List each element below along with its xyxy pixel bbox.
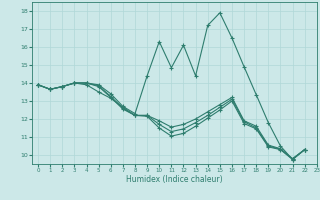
X-axis label: Humidex (Indice chaleur): Humidex (Indice chaleur): [126, 175, 223, 184]
